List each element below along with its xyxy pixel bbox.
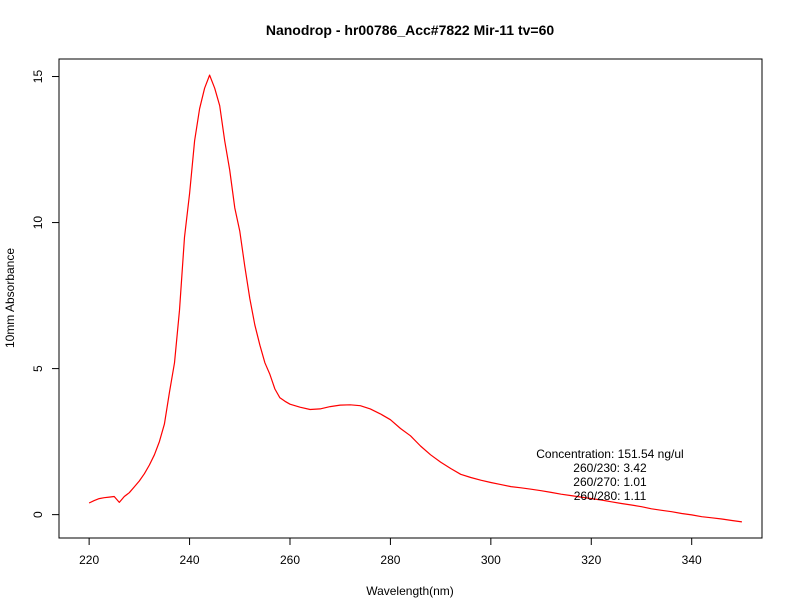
concentration-annotation: Concentration: 151.54 ng/ul: [536, 447, 683, 461]
y-tick-label: 10: [31, 216, 45, 230]
series-layer: [88, 74, 742, 523]
x-tick-label: 300: [481, 553, 501, 567]
x-tick-label: 220: [79, 553, 99, 567]
x-tick-label: 340: [682, 553, 702, 567]
x-axis: 220 240 260 280 300 320 340: [79, 538, 702, 567]
x-tick-label: 280: [380, 553, 400, 567]
y-tick-label: 5: [31, 365, 45, 372]
chart-title: Nanodrop - hr00786_Acc#7822 Mir-11 tv=60: [266, 22, 555, 38]
x-tick-label: 260: [280, 553, 300, 567]
plot-frame: [58, 58, 763, 539]
x-tick-label: 240: [180, 553, 200, 567]
x-axis-label: Wavelength(nm): [366, 584, 454, 598]
absorbance-series-line: [88, 74, 742, 523]
ratio-annotation: 260/270: 1.01: [573, 475, 647, 489]
x-tick-label: 320: [581, 553, 601, 567]
y-axis: 0 5 10 15: [31, 70, 59, 518]
ratio-annotation: 260/230: 3.42: [573, 461, 647, 475]
y-tick-label: 15: [31, 70, 45, 84]
ratio-annotation: 260/280: 1.11: [574, 489, 647, 503]
y-axis-label: 10mm Absorbance: [3, 248, 17, 348]
y-tick-label: 0: [31, 511, 45, 518]
